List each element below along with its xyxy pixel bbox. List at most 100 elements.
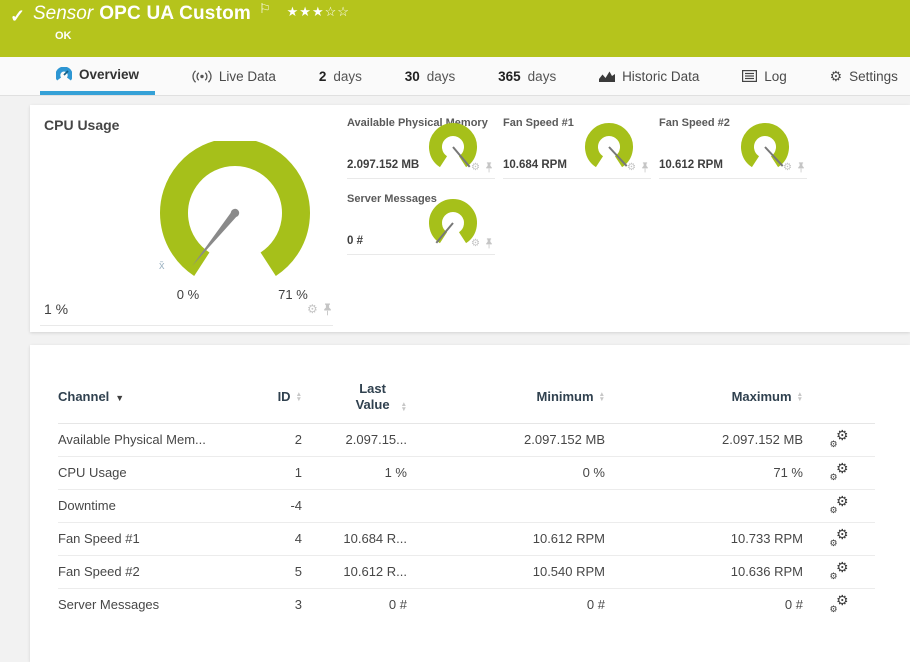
gauge-block-server-messages[interactable]: Server Messages 0 # ⚙ — [347, 189, 495, 255]
tab-log[interactable]: Log — [736, 57, 793, 95]
table-row[interactable]: Available Physical Mem... 2 2.097.15... … — [58, 423, 875, 456]
channel-settings-icon[interactable]: ⚙ ⚙ — [829, 592, 849, 615]
tab-label: Historic Data — [622, 68, 700, 84]
gauge-settings-gear-icon[interactable]: ⚙ — [307, 302, 318, 316]
channel-minimum-cell: 0 % — [582, 465, 605, 480]
channel-name-cell[interactable]: CPU Usage — [58, 465, 127, 480]
gauge-title: CPU Usage — [44, 117, 120, 133]
channel-name-cell[interactable]: Available Physical Mem... — [58, 432, 206, 447]
channel-maximum-cell: 2.097.152 MB — [722, 432, 803, 447]
cpu-usage-gauge-block[interactable]: CPU Usage x̄ 0 % 71 % 1 % ⚙ — [30, 105, 342, 332]
channel-name-cell[interactable]: Server Messages — [58, 597, 160, 613]
table-row[interactable]: Fan Speed #1 4 10.684 R... 10.612 RPM 10… — [58, 522, 875, 555]
column-header-maximum[interactable]: Maximum ▲ ▼ — [731, 389, 803, 405]
channel-settings-icon[interactable]: ⚙ ⚙ — [829, 526, 849, 548]
tab-unit: days — [426, 68, 456, 84]
mini-gauge-grid: Available Physical Memory 2.097.152 MB ⚙… — [347, 113, 827, 255]
pin-icon[interactable] — [641, 162, 649, 173]
column-header-minimum[interactable]: Minimum ▲ ▼ — [536, 389, 606, 405]
tab-number: 2 — [318, 68, 327, 84]
column-header-last-value[interactable]: Last Value ▲ ▼ — [355, 380, 407, 413]
tab-settings[interactable]: ⚙ Settings — [824, 57, 904, 95]
sensor-kind-label: Sensor — [33, 3, 94, 24]
gauge-settings-gear-icon[interactable]: ⚙ — [627, 162, 636, 173]
channel-name-cell[interactable]: Fan Speed #1 — [58, 531, 140, 546]
channel-last-value-cell: 2.097.15... — [345, 432, 407, 447]
mini-gauge — [429, 199, 477, 244]
column-header-channel[interactable]: Channel ▼ — [58, 389, 125, 405]
tab-bar: Overview Live Data 2 days 30 days 365 da… — [0, 57, 910, 96]
channel-settings-icon[interactable]: ⚙ ⚙ — [829, 559, 849, 581]
gauge-settings-gear-icon[interactable]: ⚙ — [471, 162, 480, 173]
gauge-current-value: 10.684 RPM — [503, 159, 567, 171]
channel-last-value-cell: 0 # — [388, 597, 407, 613]
channel-settings-icon[interactable]: ⚙ ⚙ — [829, 493, 849, 515]
gauge-needle — [608, 146, 628, 167]
settings-gear-icon: ⚙ — [829, 67, 843, 84]
pin-icon[interactable] — [485, 238, 493, 249]
channel-name-cell[interactable]: Fan Speed #2 — [58, 564, 140, 579]
mini-gauge — [741, 123, 789, 168]
tab-unit: days — [333, 68, 362, 84]
channel-last-value-cell — [302, 489, 407, 522]
sort-icon: ▲ ▼ — [598, 390, 605, 403]
channel-id-cell: 4 — [294, 531, 302, 546]
column-header-id[interactable]: ID ▲ ▼ — [277, 389, 302, 405]
gauge-block-fan-speed-2[interactable]: Fan Speed #2 10.612 RPM ⚙ — [659, 113, 807, 179]
stars-empty: ☆☆ — [324, 4, 350, 19]
gauge-needle — [764, 146, 784, 167]
tab-30-days[interactable]: 30 days — [399, 57, 462, 95]
tab-overview[interactable]: Overview — [40, 57, 156, 95]
gauge-current-value: 10.612 RPM — [659, 159, 723, 171]
divider — [40, 325, 333, 326]
gauge-settings-gear-icon[interactable]: ⚙ — [783, 162, 792, 173]
tab-live-data[interactable]: Live Data — [186, 57, 282, 95]
stars-filled: ★★★ — [286, 4, 325, 19]
channel-minimum-cell — [407, 489, 605, 522]
channel-settings-icon[interactable]: ⚙ ⚙ — [829, 460, 849, 482]
pin-icon[interactable] — [323, 303, 332, 316]
channel-minimum-cell: 10.540 RPM — [532, 564, 605, 579]
tab-label: Log — [764, 68, 787, 84]
channel-id-cell: 2 — [294, 432, 302, 447]
gauge-block-fan-speed-1[interactable]: Fan Speed #1 10.684 RPM ⚙ — [503, 113, 651, 179]
gauge-needle — [435, 222, 454, 244]
historic-data-icon — [599, 70, 616, 82]
tab-2-days[interactable]: 2 days — [313, 57, 368, 95]
table-row[interactable]: Server Messages 3 0 # 0 # 0 # ⚙ ⚙ — [58, 588, 875, 621]
tab-historic-data[interactable]: Historic Data — [593, 57, 705, 95]
sensor-status-badge: OK — [55, 30, 72, 42]
sort-desc-icon: ▼ — [115, 392, 125, 403]
channel-maximum-cell: 0 # — [784, 597, 803, 613]
gauge-icon — [56, 67, 72, 81]
table-row[interactable]: Downtime -4 ⚙ ⚙ — [58, 489, 875, 522]
sensor-header: ✓ Sensor OPC UA Custom ⚐ ★★★☆☆ OK — [0, 0, 910, 57]
sort-icon: ▲ ▼ — [796, 390, 803, 403]
channel-name-cell[interactable]: Downtime — [58, 498, 116, 513]
tab-label: Settings — [849, 68, 898, 84]
table-row[interactable]: Fan Speed #2 5 10.612 R... 10.540 RPM 10… — [58, 555, 875, 588]
flag-icon[interactable]: ⚐ — [259, 1, 271, 16]
mini-gauge — [585, 123, 633, 168]
channel-settings-icon[interactable]: ⚙ ⚙ — [829, 427, 849, 449]
gauge-settings-gear-icon[interactable]: ⚙ — [471, 238, 480, 249]
priority-stars[interactable]: ★★★☆☆ — [287, 4, 350, 20]
gauge-scale-max: 71 % — [278, 287, 308, 302]
table-row[interactable]: CPU Usage 1 1 % 0 % 71 % ⚙ ⚙ — [58, 456, 875, 489]
gauge-needle — [192, 208, 240, 266]
gauge-title: Server Messages — [347, 193, 437, 205]
pin-icon[interactable] — [485, 162, 493, 173]
gauge-block-available-physical-memory[interactable]: Available Physical Memory 2.097.152 MB ⚙ — [347, 113, 495, 179]
status-ok-check-icon: ✓ — [10, 6, 26, 26]
channel-id-cell: 3 — [294, 597, 302, 613]
gauges-panel: CPU Usage x̄ 0 % 71 % 1 % ⚙ Available Ph… — [30, 105, 910, 332]
tab-number: 365 — [498, 68, 521, 84]
average-marker: x̄ — [159, 260, 165, 272]
mini-gauge — [429, 123, 477, 168]
channel-last-value-cell: 10.684 R... — [343, 531, 407, 546]
live-data-icon — [192, 69, 212, 83]
channel-minimum-cell: 2.097.152 MB — [524, 432, 605, 447]
pin-icon[interactable] — [797, 162, 805, 173]
tab-365-days[interactable]: 365 days — [492, 57, 562, 95]
gauge-title: Fan Speed #1 — [503, 117, 574, 129]
